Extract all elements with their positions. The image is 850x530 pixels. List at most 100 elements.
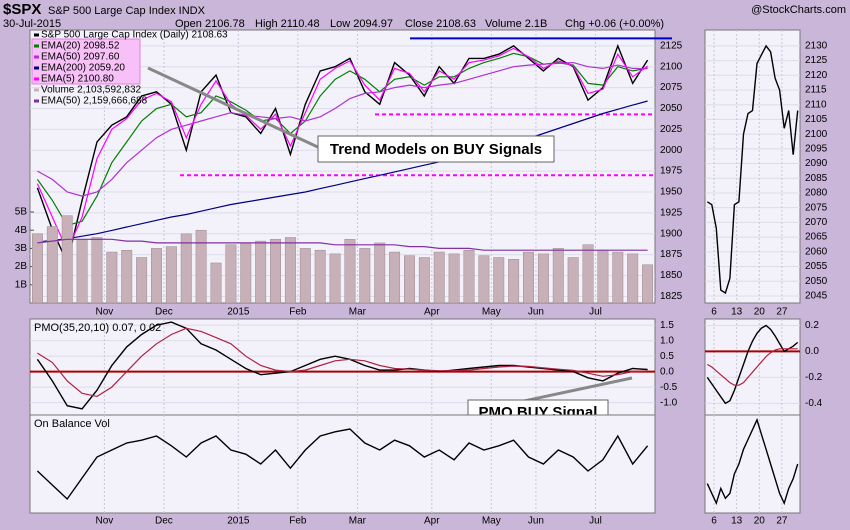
y2-tick-label: 5B — [15, 207, 28, 218]
volume-bar — [329, 253, 341, 304]
volume-bar — [612, 251, 624, 304]
x-tick-label: 6 — [711, 307, 717, 318]
quote-item: Open 2106.78 — [175, 18, 245, 30]
volume-bar — [91, 237, 103, 304]
series-line — [36, 43, 649, 266]
y-tick-label: 2085 — [805, 173, 828, 184]
symbol: $SPX — [3, 1, 41, 18]
y2-tick-label: 2B — [15, 261, 28, 272]
y-tick-label: 1875 — [660, 249, 683, 260]
legend-label: EMA(50) 2097.60 — [41, 52, 120, 63]
series-line — [36, 321, 648, 410]
volume-bar — [448, 253, 460, 304]
volume-bar — [478, 255, 490, 304]
x-tick-label: 27 — [776, 516, 788, 527]
y-tick-label: 2060 — [805, 246, 828, 257]
x-tick-label: 2015 — [227, 307, 250, 318]
series-line — [706, 417, 799, 506]
volume-bar — [374, 242, 386, 304]
volume-bar — [106, 251, 118, 304]
volume-bar — [582, 244, 594, 304]
legend-label: EMA(50) 2,159,666,688 — [41, 96, 148, 107]
series-line — [37, 238, 648, 251]
volume-bar — [493, 257, 505, 304]
y-tick-label: 2070 — [805, 217, 828, 228]
panel-title: On Balance Vol — [34, 418, 110, 430]
y2-tick-label: 1B — [15, 279, 28, 290]
x-tick-label: Jun — [528, 307, 544, 318]
y-tick-label: 1900 — [660, 228, 683, 239]
legend-box — [31, 38, 141, 85]
annotation-box — [317, 135, 555, 163]
y2-tick-label: 4B — [15, 225, 28, 236]
volume-bar — [597, 249, 609, 304]
y-tick-label: 2115 — [805, 85, 827, 96]
panel-title: PMO(35,20,10) 0.07, 0.02 — [34, 322, 161, 334]
series-line — [36, 428, 649, 501]
volume-bar — [567, 257, 579, 304]
x-tick-label: Jul — [589, 307, 602, 318]
y-tick-label: 1.5 — [660, 320, 674, 331]
y-tick-label: 2125 — [805, 55, 828, 66]
y-tick-label: 2080 — [805, 188, 828, 199]
y-tick-label: 0.0 — [805, 346, 819, 357]
volume-bar — [299, 248, 311, 304]
volume-bar — [46, 226, 58, 304]
legend-label: EMA(20) 2098.52 — [41, 41, 120, 52]
volume-bar — [463, 249, 475, 304]
y-tick-label: 2065 — [805, 232, 828, 243]
volume-bar — [61, 215, 73, 304]
y-tick-label: 2075 — [660, 82, 683, 93]
x-tick-label: Apr — [424, 516, 440, 527]
series-line — [706, 44, 799, 295]
x-tick-label: 13 — [731, 307, 743, 318]
y-tick-label: 2095 — [805, 143, 828, 154]
volume-bar — [136, 257, 148, 304]
y-tick-label: 1825 — [660, 291, 683, 302]
volume-bar — [389, 251, 401, 304]
x-tick-label: 6 — [711, 516, 717, 527]
y-tick-label: 2000 — [660, 145, 683, 156]
y-tick-label: 2100 — [805, 129, 828, 140]
quote-item: Volume 2.1B — [485, 18, 547, 30]
y-tick-label: 2045 — [805, 291, 828, 302]
y-tick-label: 2025 — [660, 124, 683, 135]
x-tick-label: Mar — [349, 516, 367, 527]
y-tick-label: -0.2 — [805, 372, 823, 383]
y-tick-label: 2055 — [805, 261, 828, 272]
series-line — [37, 327, 648, 398]
series-line — [37, 100, 648, 243]
x-tick-label: Jun — [528, 516, 544, 527]
x-tick-label: Jul — [589, 516, 602, 527]
volume-bar — [270, 239, 281, 304]
volume-bar — [180, 233, 192, 304]
volume-bar — [433, 251, 445, 304]
y-tick-label: -0.5 — [660, 382, 678, 393]
quote-item: Low 2094.97 — [330, 18, 393, 30]
panel — [704, 414, 801, 514]
y-tick-label: 0.5 — [660, 351, 674, 362]
y-tick-label: 2100 — [660, 61, 683, 72]
x-tick-label: Dec — [155, 307, 173, 318]
x-tick-label: Nov — [96, 516, 114, 527]
y-tick-label: 2050 — [660, 103, 683, 114]
volume-bar — [359, 248, 371, 304]
volume-bar — [165, 246, 177, 304]
volume-bar — [552, 248, 564, 304]
volume-bar — [523, 251, 534, 304]
legend-label: EMA(200) 2059.20 — [41, 63, 125, 74]
date: 30-Jul-2015 — [3, 18, 61, 30]
volume-bar — [284, 237, 296, 304]
x-tick-label: 13 — [731, 516, 743, 527]
panel — [704, 318, 801, 416]
source: @StockCharts.com — [751, 4, 846, 16]
volume-bar — [121, 249, 133, 304]
y-tick-label: 0.2 — [805, 320, 819, 331]
index-name: S&P 500 Large Cap Index INDX — [48, 5, 206, 17]
volume-bar — [195, 229, 207, 304]
volume-bar — [404, 255, 415, 304]
series-line — [706, 348, 798, 386]
y-tick-label: 2090 — [805, 158, 828, 169]
y-tick-label: 2130 — [805, 41, 828, 52]
